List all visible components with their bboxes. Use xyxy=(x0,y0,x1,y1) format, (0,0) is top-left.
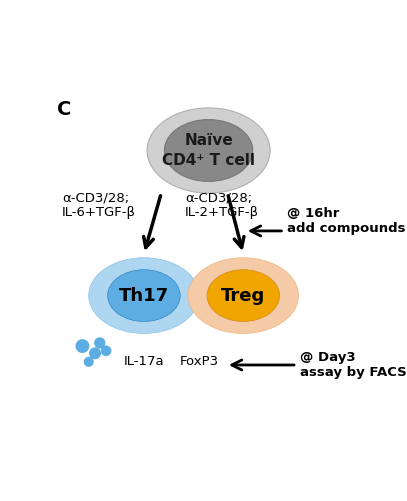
Circle shape xyxy=(89,347,101,359)
Text: IL-17a: IL-17a xyxy=(123,355,164,368)
Ellipse shape xyxy=(89,258,199,334)
Text: FoxP3: FoxP3 xyxy=(179,355,219,368)
Text: Naïve
CD4⁺ T cell: Naïve CD4⁺ T cell xyxy=(162,133,255,168)
Ellipse shape xyxy=(107,270,180,322)
Text: α-CD3/28;
IL-2+TGF-β: α-CD3/28; IL-2+TGF-β xyxy=(185,191,259,219)
Ellipse shape xyxy=(188,258,298,334)
Circle shape xyxy=(84,357,94,367)
Circle shape xyxy=(75,339,90,353)
Text: C: C xyxy=(57,100,72,119)
Text: Treg: Treg xyxy=(221,287,265,305)
Ellipse shape xyxy=(164,120,253,181)
Circle shape xyxy=(94,337,105,349)
Circle shape xyxy=(101,345,112,356)
Text: α-CD3/28;
IL-6+TGF-β: α-CD3/28; IL-6+TGF-β xyxy=(62,191,136,219)
Ellipse shape xyxy=(147,108,270,193)
Text: Th17: Th17 xyxy=(119,287,169,305)
Ellipse shape xyxy=(207,270,280,322)
Text: @ 16hr
add compounds: @ 16hr add compounds xyxy=(287,207,406,235)
Text: @ Day3
assay by FACS: @ Day3 assay by FACS xyxy=(300,351,407,379)
